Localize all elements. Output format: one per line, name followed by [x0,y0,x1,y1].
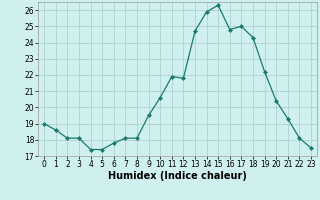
X-axis label: Humidex (Indice chaleur): Humidex (Indice chaleur) [108,171,247,181]
